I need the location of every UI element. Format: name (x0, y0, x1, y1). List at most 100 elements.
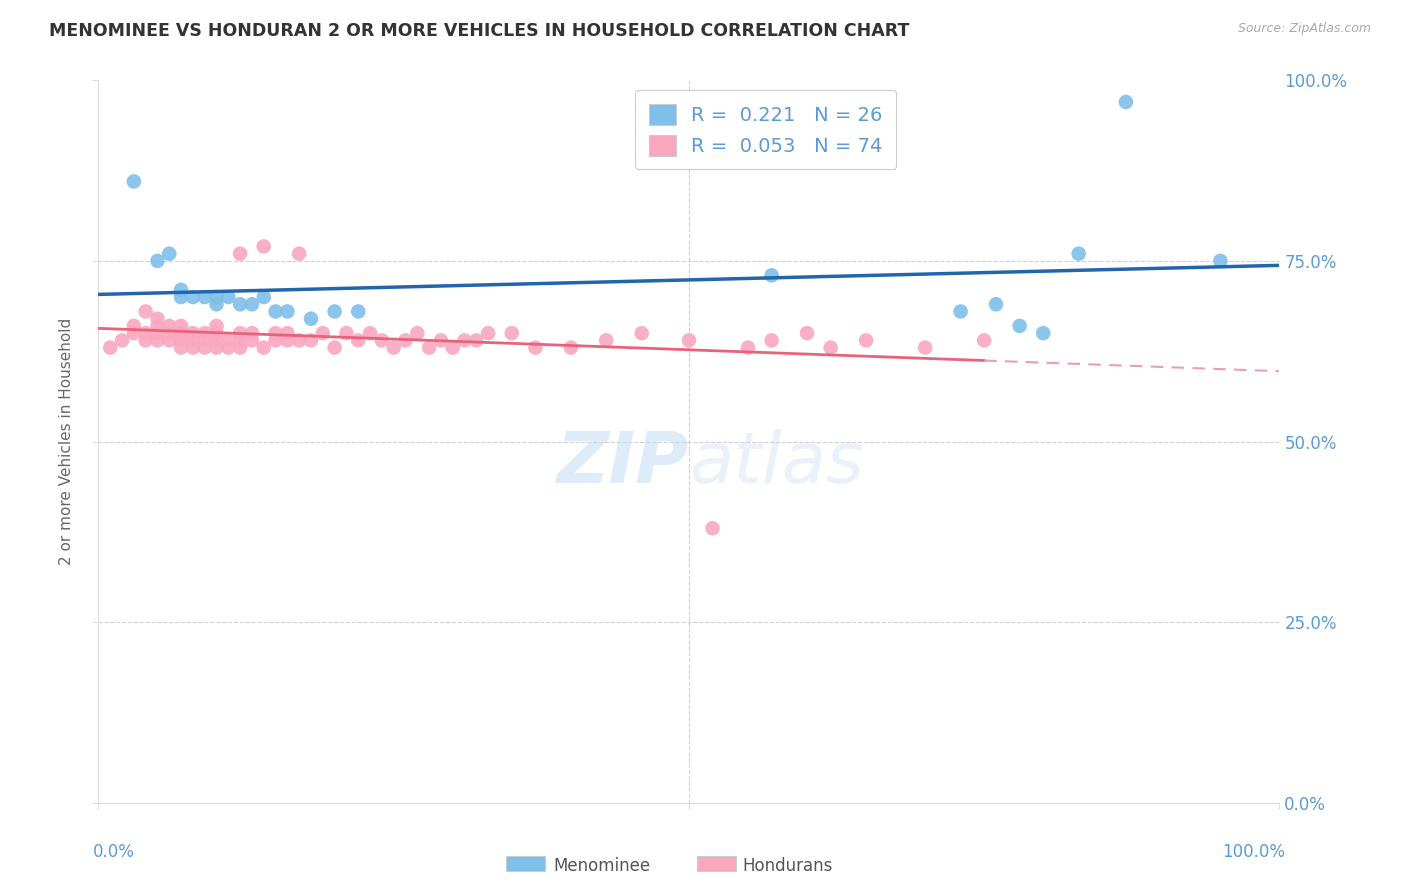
Text: Menominee: Menominee (553, 857, 650, 875)
Point (299, 334, 322, 348)
Point (170, 341, 193, 355)
Point (276, 326, 298, 340)
Point (181, 326, 204, 340)
Point (111, 334, 134, 348)
Point (229, 341, 252, 355)
Point (702, 521, 724, 535)
Point (170, 326, 193, 340)
Point (288, 334, 311, 348)
Point (146, 253, 169, 268)
Point (229, 326, 252, 340)
Text: Hondurans: Hondurans (742, 857, 832, 875)
Point (524, 341, 547, 355)
Point (135, 326, 157, 340)
Point (347, 304, 370, 318)
Point (181, 334, 204, 348)
Text: atlas: atlas (689, 429, 863, 498)
Point (205, 326, 228, 340)
Point (1067, 246, 1090, 260)
Point (122, 326, 145, 340)
Point (371, 334, 394, 348)
Point (288, 246, 311, 260)
Point (347, 334, 370, 348)
Point (122, 174, 145, 188)
Point (217, 341, 239, 355)
Point (205, 334, 228, 348)
Point (335, 326, 357, 340)
Point (170, 290, 193, 304)
Point (205, 318, 228, 333)
Text: 100.0%: 100.0% (1222, 843, 1285, 861)
Point (323, 304, 346, 318)
Point (418, 341, 440, 355)
Point (135, 334, 157, 348)
Point (205, 341, 228, 355)
Point (630, 326, 652, 340)
Point (253, 290, 276, 304)
Point (276, 304, 298, 318)
Point (761, 334, 783, 348)
Y-axis label: 2 or more Vehicles in Household: 2 or more Vehicles in Household (59, 318, 75, 566)
Text: MENOMINEE VS HONDURAN 2 OR MORE VEHICLES IN HOUSEHOLD CORRELATION CHART: MENOMINEE VS HONDURAN 2 OR MORE VEHICLES… (49, 22, 910, 40)
FancyBboxPatch shape (697, 855, 737, 871)
Point (453, 334, 475, 348)
Point (560, 341, 582, 355)
Point (253, 341, 276, 355)
Point (299, 311, 322, 326)
Point (1115, 95, 1137, 109)
Text: 0.0%: 0.0% (93, 843, 135, 861)
Point (157, 318, 180, 333)
Point (973, 334, 995, 348)
Point (312, 326, 335, 340)
Point (855, 334, 877, 348)
Point (157, 326, 180, 340)
Point (264, 326, 287, 340)
Point (170, 334, 193, 348)
Point (761, 268, 783, 283)
Point (205, 290, 228, 304)
Point (501, 326, 523, 340)
Point (181, 341, 204, 355)
Point (146, 326, 169, 340)
Point (276, 334, 298, 348)
Point (264, 334, 287, 348)
Point (98, 341, 121, 355)
Point (181, 290, 204, 304)
Point (217, 334, 239, 348)
Point (477, 326, 499, 340)
Point (146, 311, 169, 326)
Point (240, 297, 263, 311)
Point (194, 290, 217, 304)
Point (240, 326, 263, 340)
Text: ZIP: ZIP (557, 429, 689, 498)
Point (217, 290, 239, 304)
Point (229, 334, 252, 348)
Point (194, 341, 217, 355)
Point (1032, 326, 1054, 340)
Point (323, 341, 346, 355)
Point (146, 334, 169, 348)
Point (678, 334, 700, 348)
Point (359, 326, 381, 340)
Point (406, 326, 429, 340)
Point (146, 318, 169, 333)
Point (465, 334, 488, 348)
Point (914, 341, 936, 355)
Point (122, 318, 145, 333)
Point (240, 334, 263, 348)
Point (737, 341, 759, 355)
Point (157, 334, 180, 348)
Point (394, 334, 416, 348)
Point (796, 326, 818, 340)
Point (430, 334, 453, 348)
Point (205, 297, 228, 311)
Point (253, 239, 276, 253)
Point (170, 318, 193, 333)
Point (157, 246, 180, 260)
Point (382, 341, 405, 355)
Point (264, 304, 287, 318)
Point (1008, 318, 1031, 333)
Point (820, 341, 842, 355)
Point (229, 246, 252, 260)
Point (194, 334, 217, 348)
